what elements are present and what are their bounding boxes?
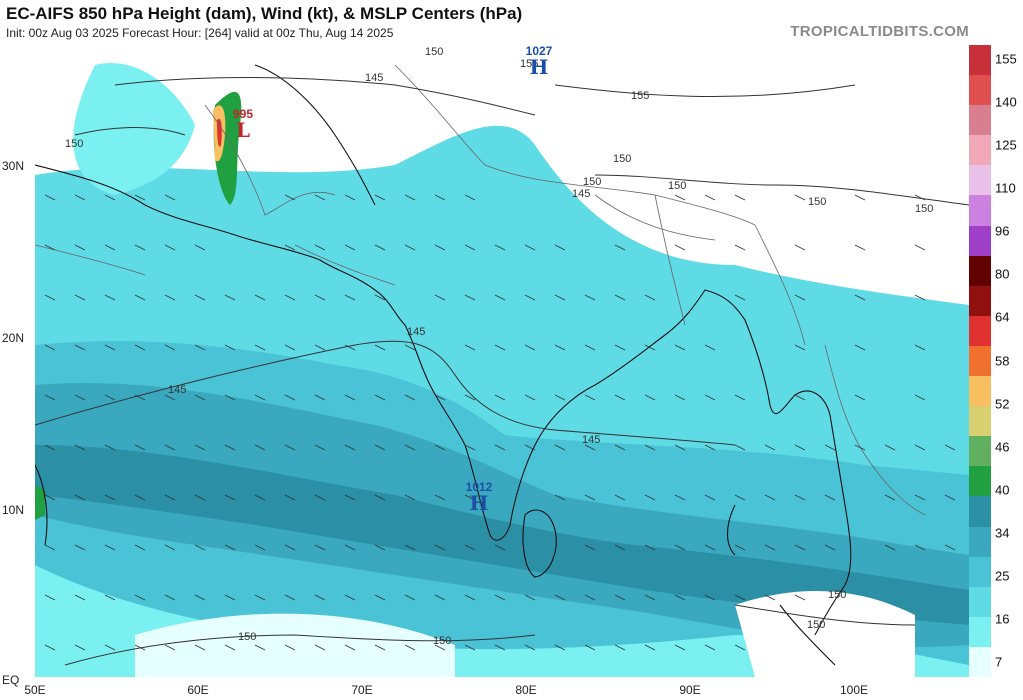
high-pressure-center: 1027 H <box>526 45 553 77</box>
colorbar-tick-label: 7 <box>995 654 1003 670</box>
lon-label: 50E <box>24 683 46 697</box>
colorbar-swatch <box>969 195 991 226</box>
political-borders <box>35 64 926 516</box>
colorbar-tick-label: 46 <box>995 439 1010 455</box>
height-contours <box>35 77 969 666</box>
high-pressure-center: 1012 H <box>466 481 493 513</box>
weather-map: 150 145 155 150 155 150 150 150 145 150 … <box>35 45 969 677</box>
map-title: EC-AIFS 850 hPa Height (dam), Wind (kt),… <box>6 4 523 23</box>
contour-label: 145 <box>582 434 600 446</box>
colorbar-tick-label: 96 <box>995 223 1010 239</box>
contour-label: 150 <box>583 176 601 188</box>
pressure-value: 995 <box>232 107 254 121</box>
contour-label: 150 <box>807 619 825 631</box>
brand-watermark: TROPICALTIDBITS.COM <box>790 23 969 40</box>
colorbar-swatch <box>969 616 991 647</box>
map-canvas: 150 145 155 150 155 150 150 150 145 150 … <box>35 46 969 677</box>
pressure-value: 1012 <box>465 480 493 494</box>
colorbar-swatch <box>969 345 991 377</box>
contour-label: 155 <box>520 58 538 70</box>
pressure-value: 1027 <box>525 45 553 58</box>
colorbar-swatch <box>969 285 991 316</box>
lon-label: 80E <box>515 683 537 697</box>
colorbar-swatch <box>969 45 991 76</box>
colorbar-swatch <box>969 376 991 407</box>
lon-label: 100E <box>839 683 869 697</box>
wind-shading <box>35 63 969 677</box>
colorbar-tick-label: 52 <box>995 396 1010 412</box>
lat-label: 10N <box>2 503 25 517</box>
colorbar-swatch <box>969 255 991 286</box>
colorbar-tick-label: 140 <box>995 94 1017 110</box>
contour-label: 150 <box>828 589 846 601</box>
colorbar-swatch <box>969 496 991 527</box>
colorbar-swatch <box>969 526 991 557</box>
coastlines <box>35 64 852 666</box>
lat-label: 30N <box>2 159 25 173</box>
pressure-letter: L <box>235 118 251 142</box>
contour-label: 150 <box>613 153 631 165</box>
contour-label-group: 150 145 155 150 155 150 150 150 145 150 … <box>65 46 933 647</box>
colorbar-tick-label: 16 <box>995 611 1010 627</box>
colorbar-swatch <box>969 466 991 497</box>
contour-label: 150 <box>425 46 443 58</box>
colorbar-tick-label: 58 <box>995 353 1010 368</box>
colorbar-swatch <box>969 225 991 256</box>
lon-label: 90E <box>679 683 701 697</box>
colorbar <box>969 45 991 677</box>
contour-label: 145 <box>365 72 383 84</box>
colorbar-swatch <box>969 165 991 196</box>
colorbar-tick-label: 155 <box>995 51 1017 67</box>
colorbar-swatch <box>969 406 991 437</box>
colorbar-tick-label: 64 <box>995 309 1010 325</box>
colorbar-tick-label: 110 <box>995 180 1016 196</box>
low-pressure-center: 995 L <box>233 108 253 140</box>
colorbar-swatch <box>969 105 991 136</box>
colorbar-tick-label: 25 <box>995 568 1010 584</box>
contour-label: 150 <box>915 203 933 215</box>
lat-label: EQ <box>2 673 20 687</box>
contour-label: 145 <box>407 326 425 338</box>
lat-label: 20N <box>2 331 25 345</box>
contour-label: 155 <box>631 90 649 102</box>
contour-label: 150 <box>238 631 256 643</box>
lon-label: 60E <box>187 683 209 697</box>
colorbar-swatch <box>969 315 991 346</box>
colorbar-swatch <box>969 135 991 166</box>
colorbar-tick-label: 125 <box>995 137 1017 153</box>
colorbar-swatch <box>969 436 991 467</box>
colorbar-swatch <box>969 556 991 587</box>
pressure-letter: H <box>529 55 549 79</box>
pressure-letter: H <box>469 491 489 515</box>
lon-label: 70E <box>351 683 373 697</box>
colorbar-swatch <box>969 646 991 677</box>
contour-label: 150 <box>668 180 686 192</box>
contour-label: 145 <box>572 188 590 200</box>
colorbar-tick-label: 34 <box>995 525 1010 541</box>
map-subtitle: Init: 00z Aug 03 2025 Forecast Hour: [26… <box>6 26 394 40</box>
contour-label: 150 <box>433 635 451 647</box>
colorbar-swatch <box>969 586 991 617</box>
wind-barbs <box>44 194 956 651</box>
contour-label: 150 <box>808 196 826 208</box>
colorbar-swatch <box>969 75 991 106</box>
contour-label: 145 <box>168 384 186 396</box>
colorbar-tick-label: 80 <box>995 266 1010 282</box>
colorbar-tick-label: 40 <box>995 482 1010 498</box>
contour-label: 150 <box>65 138 83 150</box>
